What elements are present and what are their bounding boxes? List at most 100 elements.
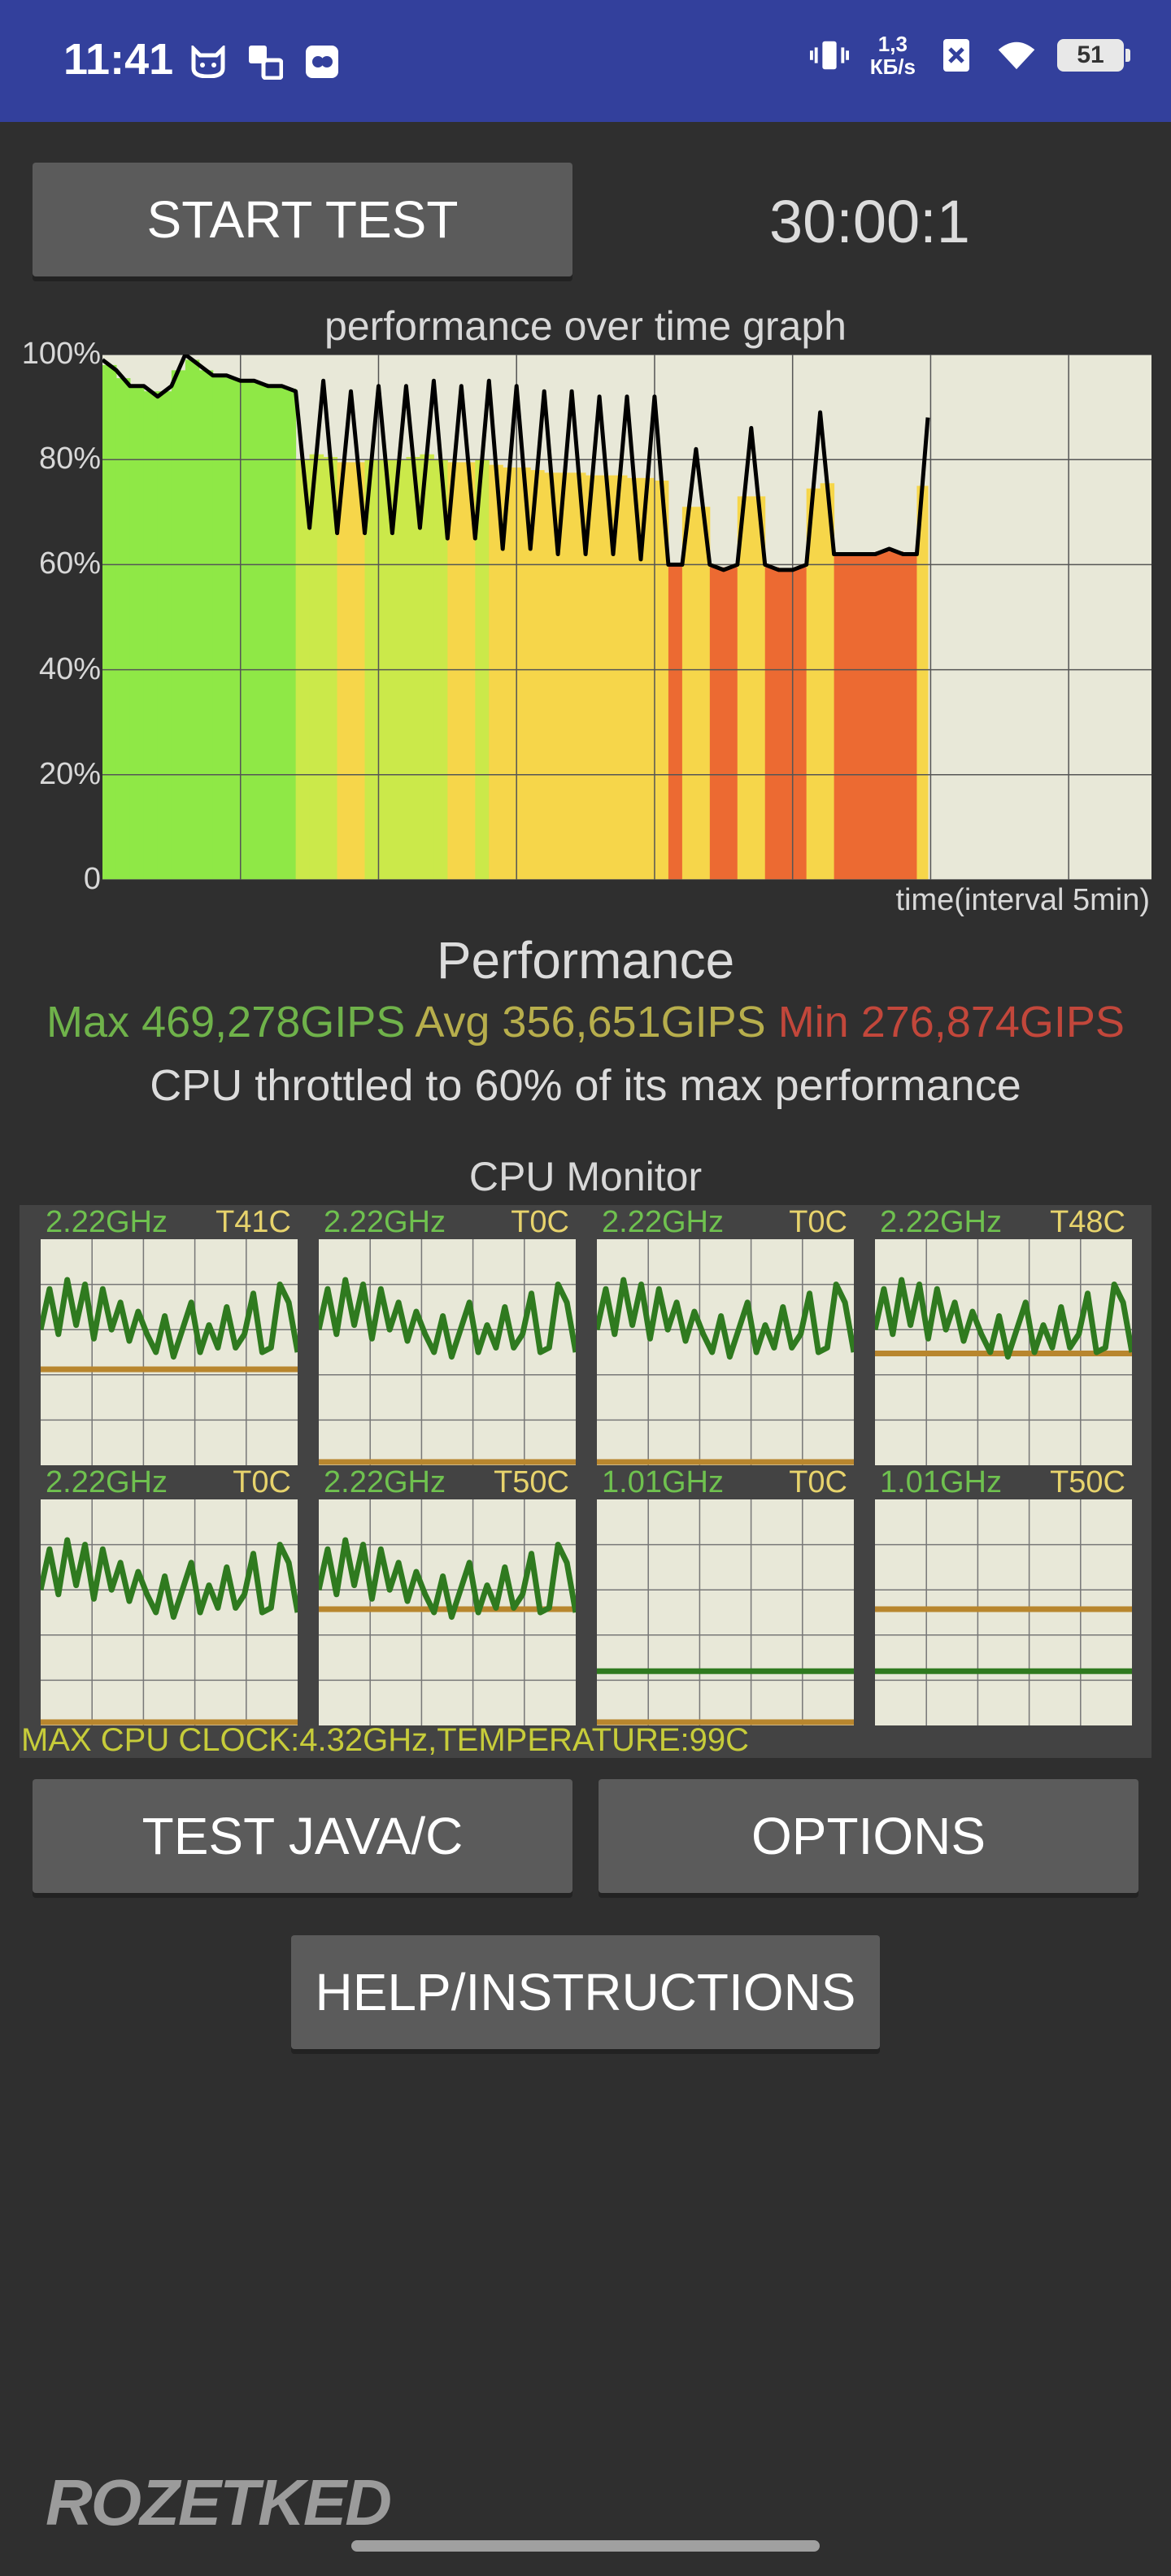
throttle-text: CPU throttled to 60% of its max performa… [150,1061,1021,1110]
core-temperature: T0C [511,1205,569,1239]
max-performance: Max 469,278GIPS [46,998,406,1046]
core-frequency: 1.01GHz [880,1465,1002,1499]
core-header: 2.22GHz T41C [41,1205,298,1239]
core-header: 2.22GHz T0C [41,1465,298,1499]
x-axis-label: time(interval 5min) [895,883,1150,917]
performance-area-segment [903,554,917,880]
core-temperature: T48C [1050,1205,1125,1239]
close-box-icon [937,36,976,75]
cpu-monitor-title: CPU Monitor [468,1154,703,1199]
core-load-line [875,1277,1132,1360]
performance-area-segment [309,454,324,880]
performance-area-segment [447,462,462,880]
performance-area-segment [627,477,642,880]
core-graph [875,1499,1132,1725]
app-badge-icon [303,42,342,81]
performance-area-segment [792,567,808,880]
performance-area-segment [171,370,186,880]
performance-area-segment [806,488,821,880]
core-graph [597,1499,854,1725]
performance-area-segment [558,472,572,880]
performance-area-segment [889,551,903,880]
core-temperature: T0C [789,1465,847,1499]
core-frequency: 2.22GHz [324,1465,446,1499]
performance-area-segment [157,391,172,881]
core-frequency: 2.22GHz [46,1205,168,1239]
battery-icon: 51 [1057,39,1130,72]
core-temperature: T41C [215,1205,291,1239]
core-temperature: T50C [1050,1465,1125,1499]
performance-area-segment [599,475,614,880]
performance-area-segment [102,364,117,880]
performance-area-segment [337,462,352,880]
performance-area-segment [461,462,476,880]
performance-area-segment [737,496,752,880]
rozetked-watermark: ROZETKED [46,2466,392,2539]
cpu-core-2: 2.22GHz T0C [597,1205,854,1465]
core-frequency: 1.01GHz [602,1465,724,1499]
performance-area-segment [254,383,269,880]
core-frequency: 2.22GHz [46,1465,168,1499]
cpu-core-0: 2.22GHz T41C [41,1205,298,1465]
home-indicator[interactable] [351,2540,820,2552]
performance-area-segment [420,454,434,880]
performance-line [101,352,930,572]
max-cpu-clock: MAX CPU CLOCK:4.32GHz,TEMPERATURE:99C [21,1722,750,1758]
core-header: 1.01GHz T0C [597,1465,854,1499]
status-right: 1,3 КБ/s 51 [809,32,1130,79]
performance-area-segment [916,485,929,880]
y-tick-label: 100% [21,337,101,371]
performance-area-segment [709,567,725,880]
graph-title: performance over time graph [324,303,847,349]
performance-area-segment [544,472,559,880]
y-tick-label: 20% [38,756,101,791]
net-speed: 1,3 КБ/s [869,32,916,79]
options-button[interactable]: OPTIONS [599,1779,1138,1893]
start-test-button[interactable]: START TEST [33,163,572,276]
core-temperature: T50C [494,1465,569,1499]
help-instructions-button[interactable]: HELP/INSTRUCTIONS [291,1935,880,2049]
performance-area-segment [530,470,545,880]
performance-area-segment [268,385,283,880]
performance-area-segment [212,375,228,881]
performance-graph-svg [101,352,1151,881]
min-performance: Min 276,874GIPS [777,998,1125,1046]
core-frequency: 2.22GHz [602,1205,724,1239]
avg-performance: Avg 356,651GIPS [415,998,766,1046]
performance-area-segment [281,388,297,880]
performance-stats: Max 469,278GIPS Avg 356,651GIPS Min 276,… [0,997,1171,1047]
performance-area-segment [764,567,780,880]
core-temperature: T0C [789,1205,847,1239]
vibrate-icon [809,36,849,75]
performance-area-segment [613,475,628,880]
performance-area-segment [875,551,890,880]
performance-area-segment [198,370,214,880]
performance-area-segment [654,481,669,880]
core-graph [319,1239,576,1465]
cat-face-icon [189,42,228,81]
performance-area-segment [586,475,600,880]
cpu-core-5: 2.22GHz T50C [319,1465,576,1725]
cpu-core-3: 2.22GHz T48C [875,1205,1132,1465]
core-graph [41,1499,298,1725]
performance-area-segment [861,554,877,880]
core-frequency: 2.22GHz [324,1205,446,1239]
core-load-line [319,1537,576,1621]
status-time: 11:41 [63,35,174,84]
performance-area-segment [226,378,242,880]
cpu-monitor-panel: 2.22GHz T41C 2.22GHz T0C 2.22GHz T0C 2.22GHz T4… [20,1205,1151,1758]
performance-area-segment [143,391,159,881]
core-temperature: T0C [233,1465,291,1499]
core-load-line [597,1277,854,1360]
y-tick-label: 40% [38,651,101,686]
test-java-c-button[interactable]: TEST JAVA/C [33,1779,572,1893]
wifi-icon [997,36,1036,75]
performance-area-segment [240,381,255,880]
cpu-core-6: 1.01GHz T0C [597,1465,854,1725]
core-graph [597,1239,854,1465]
performance-area-segment [723,567,738,880]
performance-area-segment [115,378,131,880]
performance-area-segment [751,496,766,880]
cpu-core-4: 2.22GHz T0C [41,1465,298,1725]
performance-area-segment [406,456,420,880]
